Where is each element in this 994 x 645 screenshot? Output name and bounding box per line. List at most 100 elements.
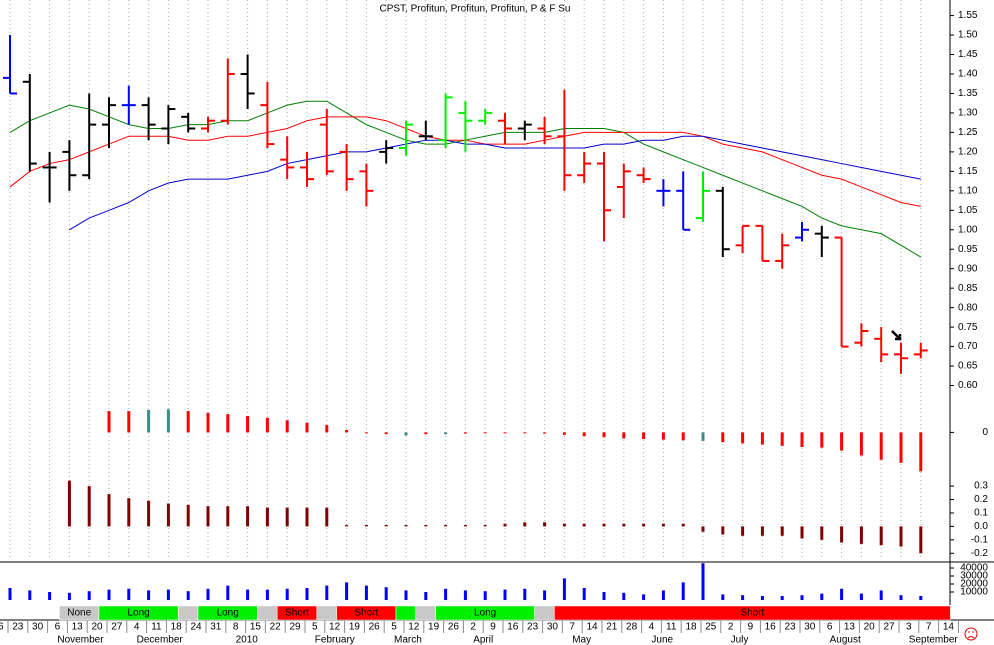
- x-tick-label: 20: [864, 622, 876, 633]
- x-tick-label: 30: [804, 622, 816, 633]
- bar: [602, 592, 606, 600]
- bar: [186, 591, 190, 600]
- bar: [166, 589, 170, 600]
- bar: [384, 525, 388, 527]
- bar: [582, 588, 586, 600]
- bar: [305, 507, 309, 527]
- bar: [166, 503, 170, 527]
- bar: [107, 411, 111, 433]
- bar: [899, 432, 903, 463]
- bar: [384, 432, 388, 435]
- bar: [760, 596, 764, 600]
- x-tick-label: 6: [55, 622, 61, 633]
- bar: [879, 432, 883, 460]
- bar: [305, 588, 309, 600]
- bar: [285, 507, 289, 527]
- bar: [721, 594, 725, 600]
- y-tick-label: 1.10: [958, 185, 978, 196]
- bar: [107, 589, 111, 600]
- chart-title: CPST, Profitun, Profitun, Profitun, P & …: [379, 4, 570, 15]
- signal-label: Short: [740, 608, 764, 619]
- y-tick-label: 1.55: [958, 10, 978, 21]
- x-tick-label: 19: [349, 622, 361, 633]
- bar: [721, 432, 725, 443]
- x-tick-label: 12: [329, 622, 341, 633]
- bar: [562, 578, 566, 600]
- bar: [681, 582, 685, 600]
- x-tick-label: 23: [527, 622, 539, 633]
- bar: [741, 526, 745, 536]
- bar: [364, 432, 368, 434]
- y-tick-label: 1.00: [958, 224, 978, 235]
- y-tick-label: -0.1: [971, 534, 989, 545]
- bar: [543, 590, 547, 600]
- bar: [127, 498, 131, 527]
- x-tick-label: 8: [233, 622, 239, 633]
- bar: [879, 526, 883, 546]
- moving-average-line: [69, 135, 921, 231]
- y-tick-label: 10000: [960, 587, 988, 598]
- x-tick-label: 14: [943, 622, 955, 633]
- y-tick-label: 0.70: [958, 341, 978, 352]
- bar: [562, 432, 566, 435]
- bar: [701, 526, 705, 532]
- bar: [166, 409, 170, 433]
- bar: [265, 417, 269, 433]
- y-tick-label: 1.30: [958, 108, 978, 119]
- x-tick-label: 23: [12, 622, 24, 633]
- bar: [642, 523, 646, 527]
- bar: [503, 523, 507, 527]
- bar: [582, 432, 586, 437]
- bar: [622, 592, 626, 600]
- x-tick-label: 21: [606, 622, 618, 633]
- bar: [899, 595, 903, 600]
- bar: [206, 506, 210, 527]
- bar: [8, 588, 12, 600]
- x-tick-label: 20: [91, 622, 103, 633]
- bar: [285, 420, 289, 433]
- x-tick-label: 19: [428, 622, 440, 633]
- x-tick-label: 14: [586, 622, 598, 633]
- bar: [899, 526, 903, 547]
- x-tick-label: 7: [926, 622, 932, 633]
- bar: [404, 525, 408, 527]
- bar: [859, 593, 863, 600]
- signal-segment: [534, 605, 555, 621]
- month-label: February: [315, 635, 355, 645]
- bar: [127, 588, 131, 600]
- signal-segment: [415, 605, 436, 621]
- y-tick-label: 0.80: [958, 302, 978, 313]
- x-tick-label: 24: [190, 622, 202, 633]
- bar: [642, 594, 646, 600]
- bar: [265, 507, 269, 527]
- x-tick-label: 11: [666, 622, 677, 633]
- bar: [879, 590, 883, 600]
- y-tick-label: 0.0: [974, 521, 988, 532]
- x-tick-label: 18: [171, 622, 183, 633]
- bar: [67, 592, 71, 600]
- y-tick-label: 0.1: [974, 508, 988, 519]
- month-label: September: [909, 635, 959, 645]
- bar: [463, 525, 467, 527]
- bar: [107, 494, 111, 527]
- bar: [364, 585, 368, 600]
- bar: [741, 595, 745, 600]
- bar: [483, 432, 487, 434]
- bar: [780, 432, 784, 446]
- x-tick-label: 31: [210, 622, 222, 633]
- y-tick-label: 0.3: [974, 481, 988, 492]
- signal-label: Long: [217, 608, 239, 619]
- bar: [840, 588, 844, 600]
- bar: [602, 432, 606, 438]
- bar: [404, 590, 408, 600]
- signal-segment: [257, 605, 278, 621]
- bar: [424, 432, 428, 435]
- bar: [206, 588, 210, 600]
- bar: [800, 595, 804, 600]
- y-tick-label: 1.35: [958, 88, 978, 99]
- bar: [246, 415, 250, 433]
- bar: [444, 525, 448, 527]
- month-label: November: [57, 635, 104, 645]
- bar: [127, 411, 131, 433]
